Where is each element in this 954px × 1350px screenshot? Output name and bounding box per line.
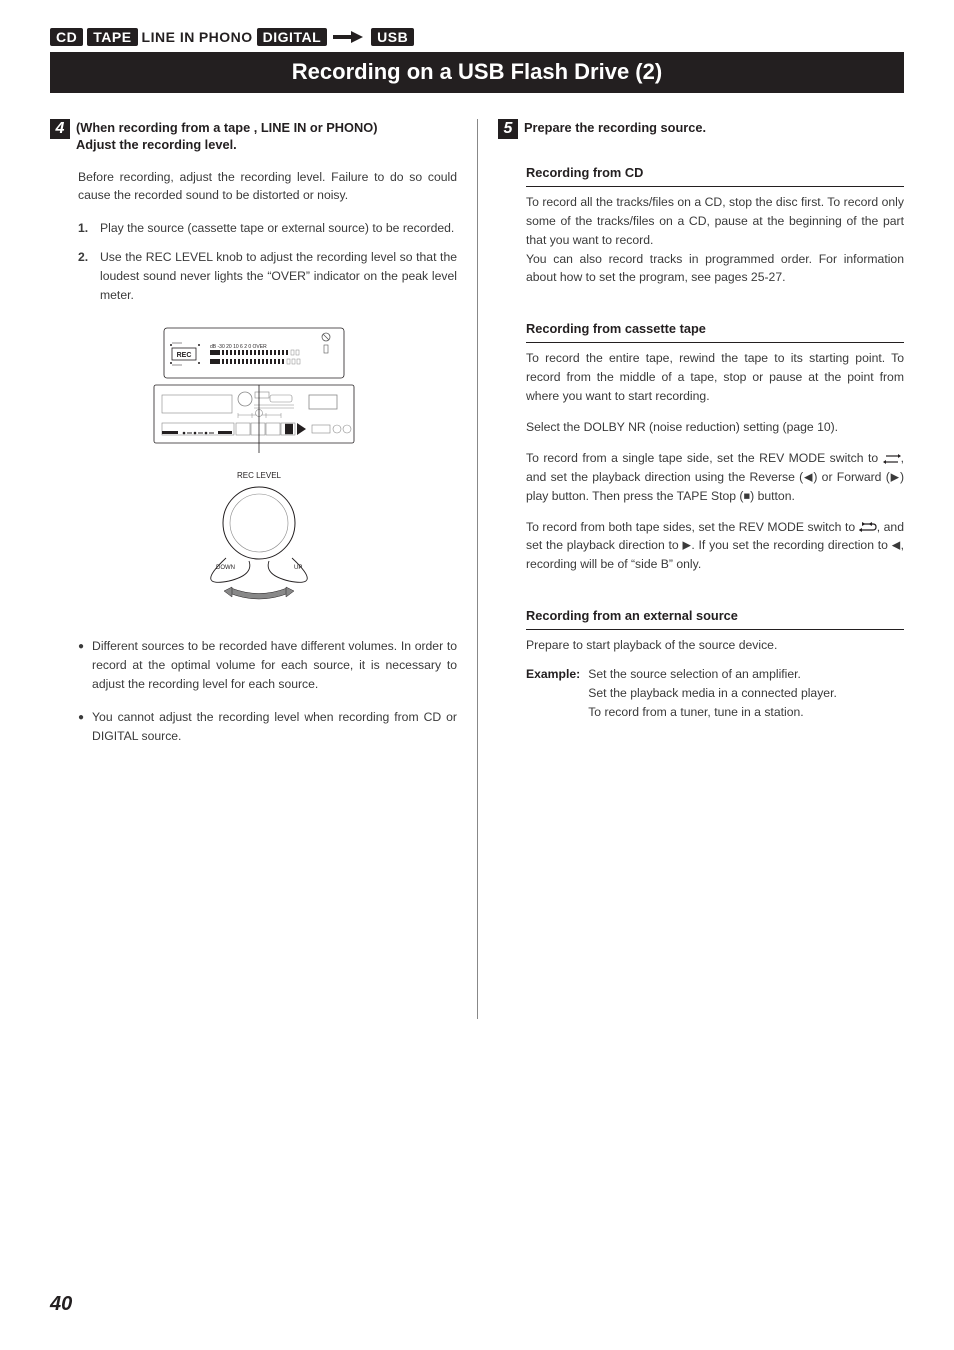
forward-icon: ▶ [890,471,900,483]
cd-subhead: Recording from CD [526,163,904,187]
ext-p1: Prepare to start playback of the source … [526,636,904,655]
svg-text:UP: UP [294,565,302,571]
svg-text:REC LEVEL: REC LEVEL [236,471,281,480]
list-text-1: Play the source (cassette tape or extern… [100,219,454,238]
tape-p2: Select the DOLBY NR (noise reduction) se… [526,418,904,437]
step-5-title: Prepare the recording source. [524,119,904,136]
note-2: ● You cannot adjust the recording level … [78,708,457,746]
arrow-right-icon [333,30,365,44]
list-text-2: Use the REC LEVEL knob to adjust the rec… [100,248,457,305]
example-label: Example: [526,665,580,722]
step-4-title: (When recording from a tape , LINE IN or… [76,119,457,154]
content-columns: 4 (When recording from a tape , LINE IN … [50,119,904,1019]
step-4-intro: Before recording, adjust the recording l… [78,168,457,206]
note-1-text: Different sources to be recorded have di… [92,637,457,694]
tape-subhead: Recording from cassette tape [526,319,904,343]
cd-p1: To record all the tracks/files on a CD, … [526,193,904,250]
note-1: ● Different sources to be recorded have … [78,637,457,694]
note-2-text: You cannot adjust the recording level wh… [92,708,457,746]
left-column: 4 (When recording from a tape , LINE IN … [50,119,477,1019]
bullet-icon: ● [78,637,84,694]
step-number-4: 4 [50,119,70,139]
step-5-heading: 5 Prepare the recording source. [498,119,904,139]
tag-digital: DIGITAL [257,28,327,46]
tape-p1: To record the entire tape, rewind the ta… [526,349,904,406]
list-item-1: 1. Play the source (cassette tape or ext… [78,219,457,238]
cd-p2: You can also record tracks in programmed… [526,250,904,288]
tape-p3: To record from a single tape side, set t… [526,449,904,506]
tag-cd: CD [50,28,83,46]
ext-subhead: Recording from an external source [526,606,904,630]
svg-text:DOWN: DOWN [216,565,235,571]
source-tags-row: CD TAPE LINE IN PHONO DIGITAL USB [50,28,904,46]
svg-text:REC: REC [176,352,191,359]
notes-list: ● Different sources to be recorded have … [78,637,457,746]
reverse-icon: ◀ [803,471,813,483]
example-block: Example: Set the source selection of an … [526,665,904,722]
svg-text:dB -30 20 10 6: dB -30 20 10 6 2 0 OVER [210,344,267,350]
bullet-icon: ● [78,708,84,746]
tape-p4: To record from both tape sides, set the … [526,518,904,575]
rec-level-diagram: REC dB -30 20 10 6 2 0 OVER [50,323,457,619]
page-number: 40 [50,1293,72,1316]
tag-line-in: LINE IN [142,29,195,45]
list-num-1: 1. [78,219,94,238]
right-column: 5 Prepare the recording source. Recordin… [477,119,904,1019]
step-number-5: 5 [498,119,518,139]
list-item-2: 2. Use the REC LEVEL knob to adjust the … [78,248,457,305]
reverse-icon: ◀ [892,540,901,552]
step-4-heading: 4 (When recording from a tape , LINE IN … [50,119,457,154]
example-body: Set the source selection of an amplifier… [588,665,904,722]
tag-tape: TAPE [87,28,137,46]
page-title: Recording on a USB Flash Drive (2) [50,52,904,93]
list-num-2: 2. [78,248,94,305]
numbered-list: 1. Play the source (cassette tape or ext… [78,219,457,305]
rev-mode-bidir-icon [883,454,901,464]
tag-usb: USB [371,28,414,46]
rev-mode-loop-icon [859,522,877,532]
tag-phono: PHONO [199,29,253,45]
